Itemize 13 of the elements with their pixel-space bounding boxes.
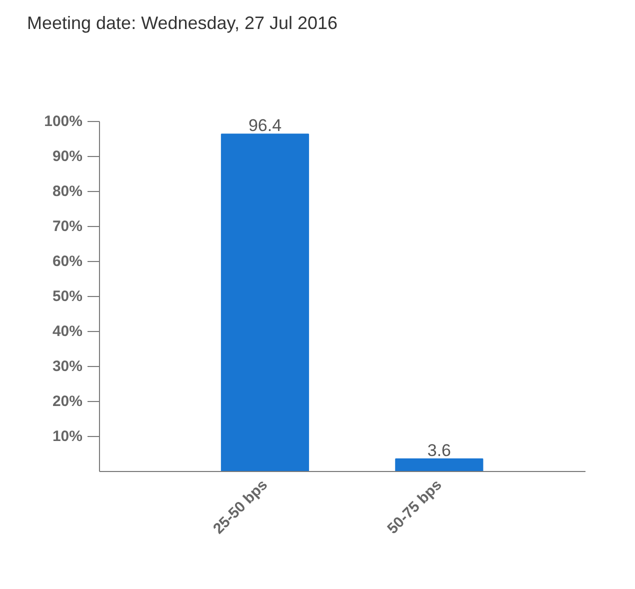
y-tick-label: 20% bbox=[52, 393, 83, 410]
y-tick-label: 90% bbox=[52, 148, 83, 165]
data-label: 3.6 bbox=[427, 440, 451, 460]
y-tick-label: 70% bbox=[52, 218, 83, 235]
y-tick-label: 10% bbox=[52, 428, 83, 445]
y-tick-label: 40% bbox=[52, 323, 83, 340]
y-tick-label: 100% bbox=[44, 113, 83, 130]
y-tick-label: 50% bbox=[52, 288, 83, 305]
chart-title: Meeting date: Wednesday, 27 Jul 2016 bbox=[27, 12, 338, 35]
y-tick-label: 80% bbox=[52, 183, 83, 200]
y-tick-label: 60% bbox=[52, 253, 83, 270]
y-tick-label: 30% bbox=[52, 358, 83, 375]
data-label: 96.4 bbox=[248, 116, 282, 136]
